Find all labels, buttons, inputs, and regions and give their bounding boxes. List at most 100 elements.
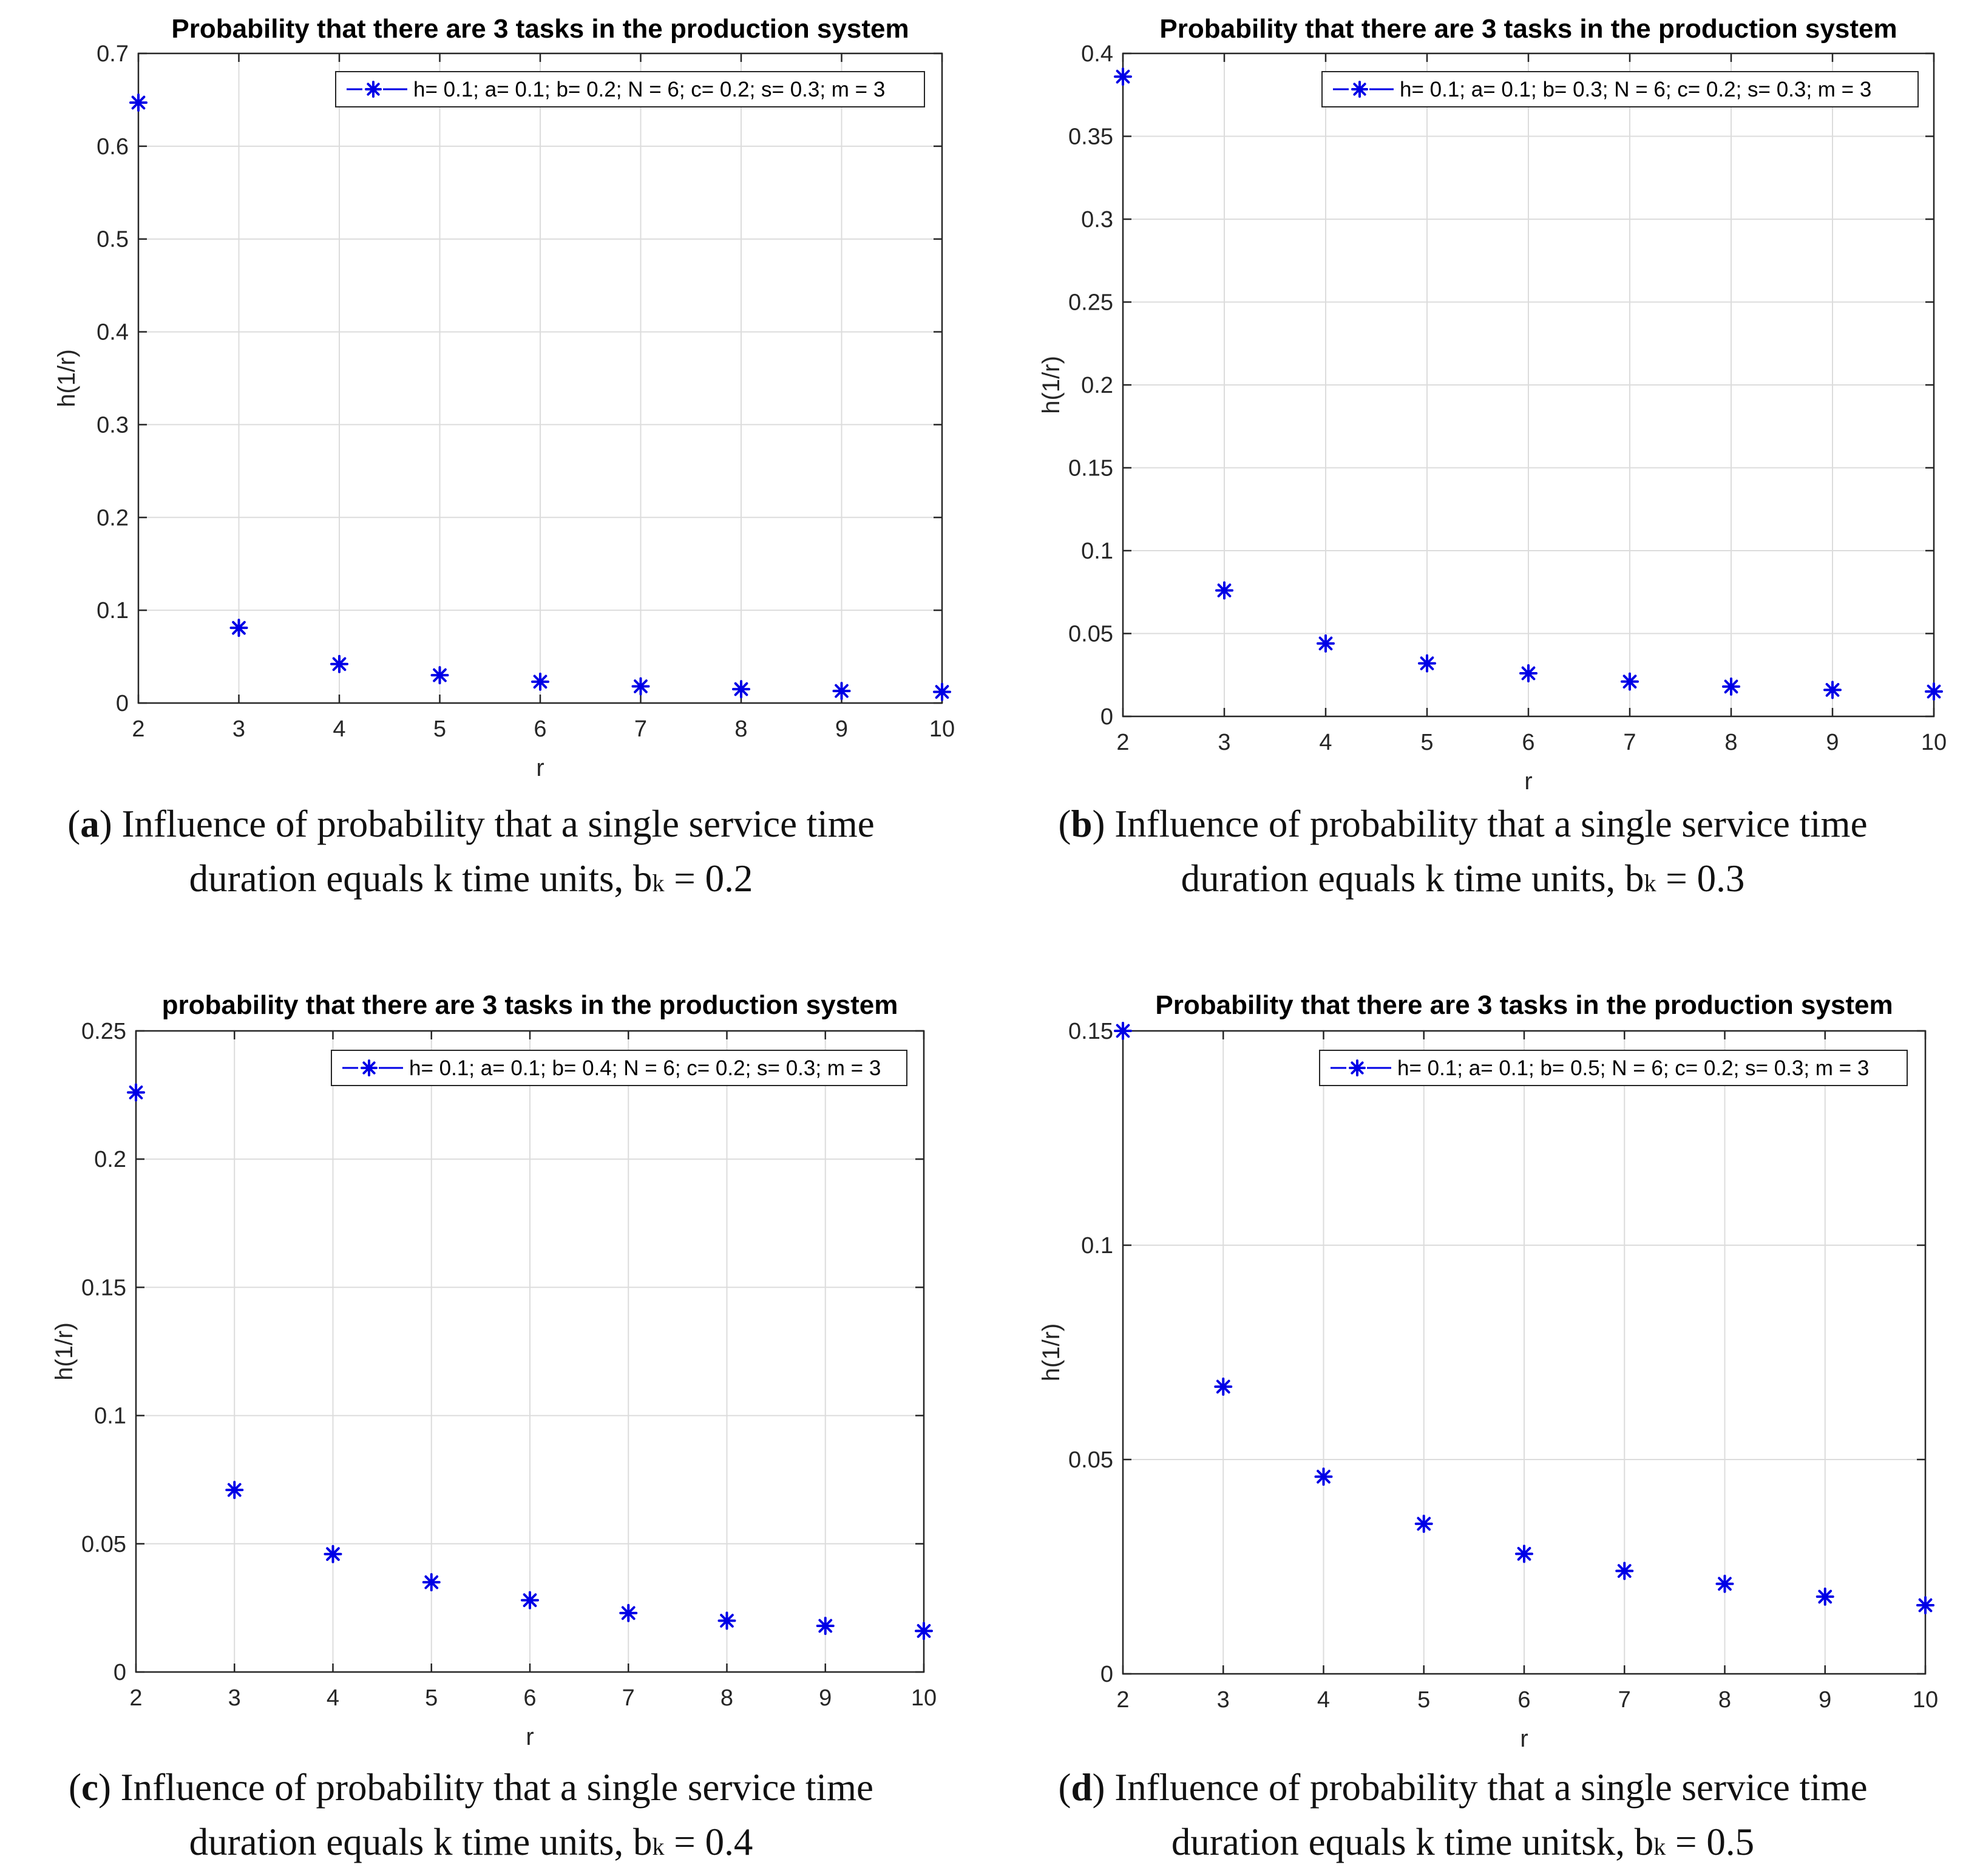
y-axis-label: h(1/r): [1038, 1324, 1065, 1382]
x-tick-label: 3: [228, 1685, 241, 1711]
x-tick-label: 4: [327, 1685, 339, 1711]
y-tick-label: 0: [114, 1660, 126, 1685]
chart-panel-b: 2 3 4 5 6 7 8 9 10 0 0.05 0.1 0.15 0.2 0.25 0.3 0.35 0.4 P…: [1038, 14, 1947, 900]
y-tick-label: 0.15: [1068, 456, 1113, 481]
y-tick-label: 0: [1100, 1662, 1113, 1687]
x-tick-label: 2: [1116, 730, 1129, 755]
x-tick-label: 4: [1319, 730, 1332, 755]
data-point: [631, 677, 650, 696]
caption-line-1: (c) Influence of probability that a sing…: [69, 1766, 873, 1809]
y-tick-label: 0.1: [94, 1404, 126, 1429]
caption-line-2: duration equals k time units, bk = 0.3: [1181, 857, 1745, 900]
data-point: [324, 1545, 342, 1563]
legend: h= 0.1; a= 0.1; b= 0.2; N = 6; c= 0.2; s…: [335, 71, 925, 107]
chart-panel-a: 2 3 4 5 6 7 8 9 10 0 0.1 0.2 0.3 0.4 0.5 0.6 0.7 Probabil…: [53, 14, 955, 900]
legend-marker: [1349, 1059, 1366, 1076]
x-tick-label: 5: [425, 1685, 438, 1711]
legend-box: [335, 71, 925, 107]
data-point: [430, 666, 449, 685]
y-tick-label: 0.2: [94, 1147, 126, 1172]
x-tick-label: 3: [1217, 1687, 1230, 1713]
y-tick-label: 0.3: [1081, 207, 1113, 233]
x-tick-label: 3: [232, 716, 245, 742]
x-tick-label: 6: [523, 1685, 536, 1711]
x-axis-label: r: [536, 755, 544, 781]
caption-line-2: duration equals k time units, bk = 0.4: [189, 1821, 753, 1863]
caption-subscript: k: [653, 869, 665, 897]
y-tick-label: 0: [116, 691, 129, 716]
x-tick-label: 9: [1826, 730, 1839, 755]
data-point: [1621, 672, 1639, 691]
x-tick-label: 7: [622, 1685, 635, 1711]
y-tick-label: 0.05: [1068, 1447, 1113, 1473]
chart-title: Probability that there are 3 tasks in th…: [1159, 14, 1897, 44]
x-tick-label: 4: [1317, 1687, 1330, 1713]
y-tick-label: 0.05: [81, 1532, 126, 1557]
data-point: [521, 1591, 539, 1609]
data-point: [1715, 1574, 1734, 1593]
data-point: [1214, 1377, 1233, 1396]
x-tick-label: 8: [720, 1685, 733, 1711]
y-axis-label: h(1/r): [53, 349, 80, 407]
y-axis-label: h(1/r): [51, 1322, 78, 1381]
legend-box: [331, 1050, 907, 1086]
data-point: [816, 1616, 835, 1635]
caption-subscript: k: [1653, 1833, 1666, 1860]
legend-marker: [365, 81, 382, 98]
chart-title: probability that there are 3 tasks in th…: [162, 990, 898, 1020]
data-point: [1816, 1587, 1834, 1606]
data-point: [531, 672, 549, 691]
y-tick-label: 0.25: [1068, 290, 1113, 316]
x-tick-label: 5: [433, 716, 446, 742]
y-tick-label: 0.1: [1081, 539, 1113, 564]
legend-label: h= 0.1; a= 0.1; b= 0.3; N = 6; c= 0.2; s…: [1400, 78, 1871, 101]
y-tick-label: 0.15: [81, 1275, 126, 1300]
data-point: [915, 1622, 933, 1640]
chart-title: Probability that there are 3 tasks in th…: [171, 14, 909, 44]
x-tick-label: 4: [333, 716, 345, 742]
x-axis-label: r: [1524, 768, 1532, 795]
y-tick-label: 0.4: [1081, 41, 1113, 67]
legend: h= 0.1; a= 0.1; b= 0.3; N = 6; c= 0.2; s…: [1321, 71, 1919, 107]
caption-letter: d: [1071, 1766, 1092, 1809]
y-tick-label: 0: [1100, 704, 1113, 730]
data-point: [1215, 581, 1233, 600]
x-tick-label: 10: [1913, 1687, 1938, 1713]
caption-letter: c: [81, 1766, 98, 1809]
data-point: [1314, 1467, 1333, 1486]
x-tick-label: 3: [1218, 730, 1230, 755]
x-axis-label: r: [526, 1724, 534, 1750]
data-point: [330, 654, 348, 673]
x-tick-label: 10: [1921, 730, 1947, 755]
caption-letter: b: [1071, 803, 1092, 845]
y-tick-label: 0.4: [97, 320, 129, 345]
y-tick-label: 0.3: [97, 412, 129, 438]
legend: h= 0.1; a= 0.1; b= 0.5; N = 6; c= 0.2; s…: [1319, 1050, 1908, 1086]
y-tick-label: 0.2: [97, 505, 129, 531]
chart-panel-c: 2 3 4 5 6 7 8 9 10 0 0.05 0.1 0.15 0.2 0.25 probability…: [51, 990, 937, 1863]
x-tick-label: 9: [819, 1685, 832, 1711]
x-tick-label: 8: [1724, 730, 1737, 755]
legend-label: h= 0.1; a= 0.1; b= 0.2; N = 6; c= 0.2; s…: [413, 78, 885, 101]
x-tick-label: 9: [835, 716, 848, 742]
x-tick-label: 5: [1417, 1687, 1430, 1713]
legend-box: [1319, 1050, 1908, 1086]
x-tick-label: 10: [929, 716, 955, 742]
y-tick-label: 0.7: [97, 41, 129, 67]
x-tick-label: 8: [734, 716, 747, 742]
data-point: [229, 619, 248, 637]
chart-title: Probability that there are 3 tasks in th…: [1155, 990, 1893, 1020]
caption-letter: a: [80, 803, 100, 845]
data-point: [1317, 634, 1335, 653]
x-tick-label: 2: [132, 716, 144, 742]
data-point: [933, 682, 951, 701]
y-tick-label: 0.2: [1081, 373, 1113, 398]
legend-label: h= 0.1; a= 0.1; b= 0.4; N = 6; c= 0.2; s…: [409, 1056, 881, 1080]
legend-box: [1321, 71, 1919, 107]
data-point: [422, 1573, 441, 1592]
legend: h= 0.1; a= 0.1; b= 0.4; N = 6; c= 0.2; s…: [331, 1050, 907, 1086]
y-tick-label: 0.5: [97, 227, 129, 253]
data-point: [1515, 1545, 1533, 1563]
caption-line-2: duration equals k time unitsk, bk = 0.5: [1171, 1821, 1754, 1863]
